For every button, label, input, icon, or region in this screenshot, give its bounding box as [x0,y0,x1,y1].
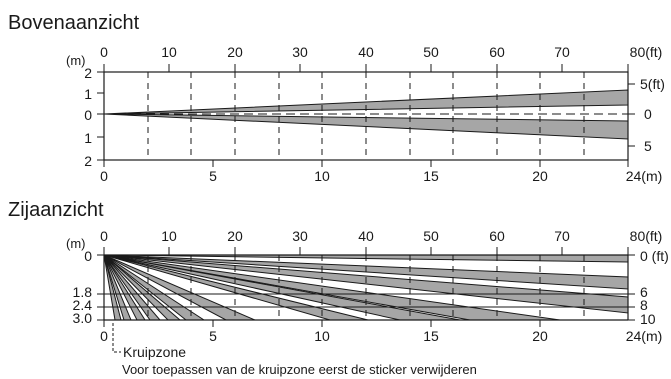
m-tick-label: 5 [209,168,217,184]
ft-tick-label: 50 [423,44,439,60]
top-left-tick-labels: 2 1 0 1 2 [84,65,92,169]
right-tick-label: 6 [640,284,648,300]
ft-tick-label: 40 [358,228,374,244]
right-tick-label: 5(ft) [640,76,665,92]
top-ft-ticks [103,64,629,72]
top-m-ticks [103,160,629,167]
left-tick-label: 2 [84,153,92,169]
ft-tick-label: 60 [489,44,505,60]
right-tick-label: 10 [640,311,656,327]
m-tick-label: 10 [314,328,330,344]
side-m-ticks [103,320,541,327]
ft-tick-label: 80(ft) [630,44,663,60]
height-tick-label: 1.8 [73,284,93,300]
side-view-title: Zijaanzicht [8,199,104,221]
top-grid-lines [147,72,585,160]
m-tick-label: 20 [532,168,548,184]
crawl-zone-note: Voor toepassen van de kruipzone eerst de… [122,362,477,377]
ft-tick-label: 70 [554,44,570,60]
left-tick-label: 0 [84,107,92,123]
m-tick-label: 10 [314,168,330,184]
side-left-tick-labels: 0 1.8 2.4 3.0 [73,248,93,326]
side-right-ticks [628,254,635,321]
ft-tick-label: 50 [423,228,439,244]
crawl-zone-leader [112,323,121,353]
m-tick-label: 5 [209,328,217,344]
m-tick-label: 15 [423,168,439,184]
side-ft-ticks [103,247,629,255]
left-tick-label: 1 [84,86,92,102]
side-ft-tick-labels: 0 10 20 30 40 50 60 70 80(ft) [100,228,662,244]
top-right-tick-labels: 5(ft) 0 5 [640,76,665,154]
height-tick-label: 2.4 [73,297,93,313]
ft-tick-label: 0 [100,44,108,60]
top-left-ticks [97,71,104,161]
side-right-tick-labels: 0 (ft) 6 8 10 [640,248,669,327]
top-ft-tick-labels: 0 10 20 30 40 50 60 70 80(ft) [100,44,662,60]
ft-tick-label: 20 [227,44,243,60]
left-tick-label: 1 [84,130,92,146]
right-tick-label: 8 [640,297,648,313]
right-tick-label: 5 [644,138,652,154]
ft-tick-label: 80(ft) [630,228,663,244]
top-unit-label: (m) [66,53,86,68]
height-tick-label: 0 [84,248,92,264]
ft-tick-label: 10 [161,44,177,60]
ft-tick-label: 0 [100,228,108,244]
top-view: Bovenaanzicht [8,12,665,184]
right-tick-label: 0 [644,106,652,122]
top-right-ticks [628,83,635,147]
top-view-title: Bovenaanzicht [8,12,140,34]
ft-tick-label: 70 [554,228,570,244]
m-tick-label: 0 [100,168,108,184]
m-tick-label: 20 [532,328,548,344]
m-tick-label: 24(m) [626,328,663,344]
side-unit-label: (m) [66,236,86,251]
ft-tick-label: 20 [227,228,243,244]
side-view: Zijaanzicht [8,199,669,377]
side-left-ticks [97,254,104,321]
ft-tick-label: 30 [292,44,308,60]
side-m-tick-labels: 0 5 10 15 20 24(m) [100,328,662,344]
top-m-tick-labels: 0 5 10 15 20 24(m) [100,168,662,184]
ft-tick-label: 60 [489,228,505,244]
crawl-zone-label: Kruipzone [123,344,186,360]
ft-tick-label: 40 [358,44,374,60]
m-tick-label: 24(m) [626,168,663,184]
ft-tick-label: 10 [161,228,177,244]
left-tick-label: 2 [84,65,92,81]
height-tick-label: 3.0 [73,310,93,326]
right-tick-label: 0 (ft) [640,248,669,264]
ft-tick-label: 30 [292,228,308,244]
m-tick-label: 0 [100,328,108,344]
m-tick-label: 15 [423,328,439,344]
